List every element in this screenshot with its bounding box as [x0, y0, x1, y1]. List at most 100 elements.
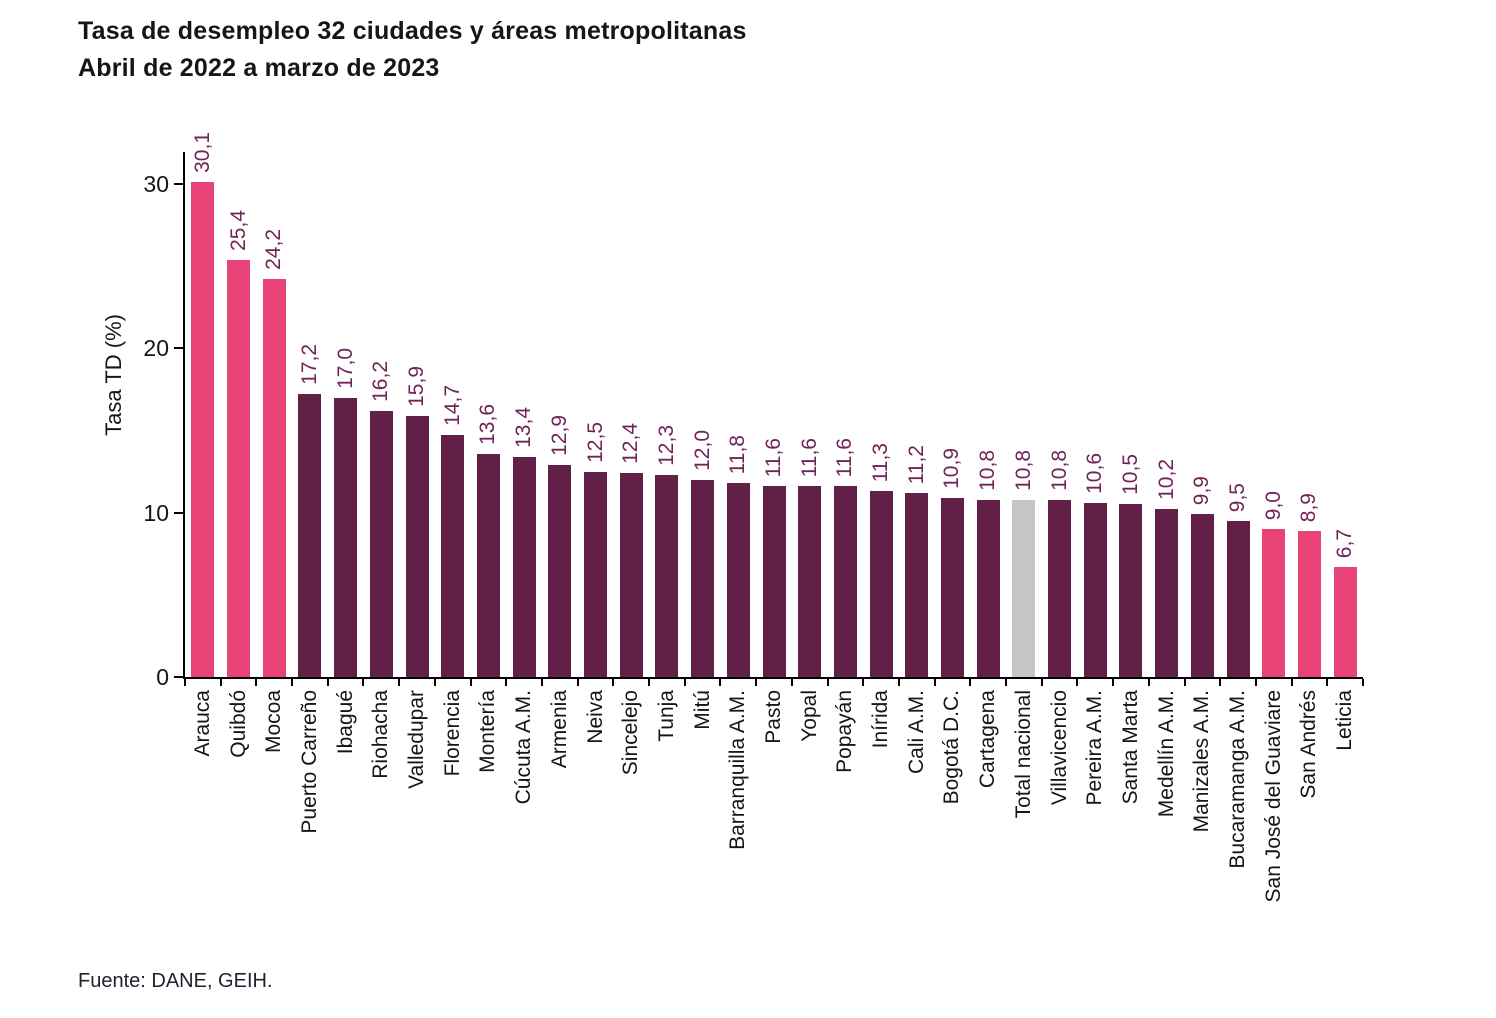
- x-axis-label: Puerto Carreño: [297, 690, 321, 834]
- bar-value-label: 11,6: [833, 437, 857, 477]
- x-axis-tick: [790, 679, 793, 686]
- bar-value-label: 9,9: [1190, 475, 1214, 505]
- bar-value-label: 11,3: [869, 442, 893, 482]
- source-note: Fuente: DANE, GEIH.: [78, 970, 273, 992]
- chart-title-line1: Tasa de desempleo 32 ciudades y áreas me…: [78, 17, 747, 45]
- bar-value-label: 12,4: [619, 423, 643, 464]
- y-axis-tick-label: 10: [143, 499, 169, 526]
- x-axis-label: Inírida: [869, 690, 893, 749]
- x-axis-tick: [291, 679, 294, 686]
- bar: [262, 279, 286, 677]
- bar-value-label: 8,9: [1297, 492, 1321, 522]
- x-axis-label: Ibagué: [333, 690, 357, 755]
- bar-value-label: 11,2: [904, 444, 928, 484]
- y-axis-tick: [174, 183, 183, 186]
- bar: [1333, 567, 1357, 677]
- bar-value-label: 11,6: [797, 437, 821, 477]
- x-axis-label: Riohacha: [369, 690, 393, 779]
- x-axis-tick: [933, 679, 936, 686]
- bar: [1012, 500, 1036, 677]
- x-axis-label: Yopal: [797, 690, 821, 742]
- x-axis-label: Valledupar: [405, 690, 429, 789]
- bar-value-label: 12,9: [547, 415, 571, 456]
- x-axis-tick: [1290, 679, 1293, 686]
- bar: [1119, 504, 1143, 677]
- x-axis-label: Total nacional: [1011, 690, 1035, 819]
- x-axis-tick: [1362, 679, 1364, 686]
- x-axis-tick: [826, 679, 829, 686]
- y-axis-tick: [174, 676, 183, 678]
- x-axis-label: Florencia: [440, 690, 464, 777]
- bar-value-label: 10,8: [1011, 450, 1035, 491]
- x-axis-label: Tunja: [654, 690, 678, 742]
- bar: [1190, 514, 1214, 677]
- x-axis-tick: [1147, 679, 1150, 686]
- bar: [476, 454, 500, 677]
- bar-value-label: 25,4: [226, 210, 250, 251]
- bar: [762, 486, 786, 677]
- x-axis-tick: [1183, 679, 1186, 686]
- x-axis-tick: [648, 679, 651, 686]
- bar-value-label: 17,0: [333, 348, 357, 389]
- bar-value-label: 10,8: [1047, 450, 1071, 491]
- y-axis-title: Tasa TD (%): [101, 314, 126, 436]
- bar: [798, 486, 822, 677]
- bar: [1155, 509, 1179, 677]
- bar: [1083, 503, 1107, 677]
- x-axis-tick: [362, 679, 365, 686]
- bar-value-label: 9,0: [1261, 490, 1285, 520]
- x-axis-label: Armenia: [547, 690, 571, 769]
- x-axis-tick: [1219, 679, 1222, 686]
- chart-title-line2: Abril de 2022 a marzo de 2023: [78, 54, 440, 82]
- x-axis-tick: [398, 679, 401, 686]
- x-axis-tick: [1112, 679, 1115, 686]
- x-axis-tick: [219, 679, 222, 686]
- bar: [619, 473, 643, 677]
- bar: [191, 182, 215, 677]
- bar: [584, 472, 607, 677]
- x-axis-label: Popayán: [833, 690, 857, 773]
- x-axis-label: Arauca: [190, 690, 214, 757]
- x-axis-label: Pereira A.M.: [1083, 690, 1107, 806]
- x-axis-tick: [505, 679, 508, 686]
- bar: [334, 398, 358, 677]
- bar-value-label: 10,2: [1154, 459, 1178, 500]
- bar-value-label: 10,6: [1083, 453, 1107, 494]
- x-axis-tick: [755, 679, 758, 686]
- bar-value-label: 16,2: [369, 361, 393, 402]
- bar-value-label: 12,3: [654, 425, 678, 466]
- y-axis-tick-label: 0: [156, 664, 169, 690]
- x-axis-label: Mitú: [690, 690, 714, 730]
- bar: [976, 500, 1000, 677]
- y-axis-tick: [174, 511, 183, 514]
- y-axis-tick: [174, 347, 183, 350]
- x-axis-label: Sincelejo: [619, 690, 643, 776]
- bar: [691, 480, 715, 677]
- bar-value-label: 13,6: [476, 404, 500, 445]
- bar: [1297, 531, 1321, 677]
- bar-value-label: 12,5: [583, 422, 607, 463]
- x-axis-label: Villavicencio: [1047, 690, 1071, 806]
- bar-value-label: 9,5: [1226, 482, 1250, 512]
- x-axis-tick: [576, 679, 579, 686]
- x-axis-tick: [1005, 679, 1008, 686]
- x-axis-label: Montería: [476, 690, 500, 773]
- bar-value-label: 11,6: [762, 437, 785, 477]
- bar-value-label: 11,8: [726, 434, 750, 474]
- bar-value-label: 12,0: [690, 430, 714, 471]
- x-axis-label: Bogotá D.C.: [940, 690, 964, 805]
- bar: [1048, 500, 1072, 677]
- bar-value-label: 15,9: [405, 366, 429, 407]
- bar: [655, 475, 679, 677]
- x-axis-tick: [184, 679, 186, 686]
- bar: [369, 411, 393, 677]
- bar: [405, 416, 429, 677]
- plot-area: 0 10 20 30 30,1 Arauca 25,4 Quibdó 24,2 Mocoa 17,2…: [143, 132, 1364, 902]
- x-axis-tick: [1326, 679, 1329, 686]
- x-axis-label: Bucaramanga A.M.: [1226, 690, 1250, 869]
- x-axis-label: Leticia: [1333, 690, 1357, 751]
- x-axis-tick: [540, 679, 543, 686]
- x-axis-tick: [719, 679, 722, 686]
- x-axis-label: Manizales A.M.: [1190, 690, 1214, 833]
